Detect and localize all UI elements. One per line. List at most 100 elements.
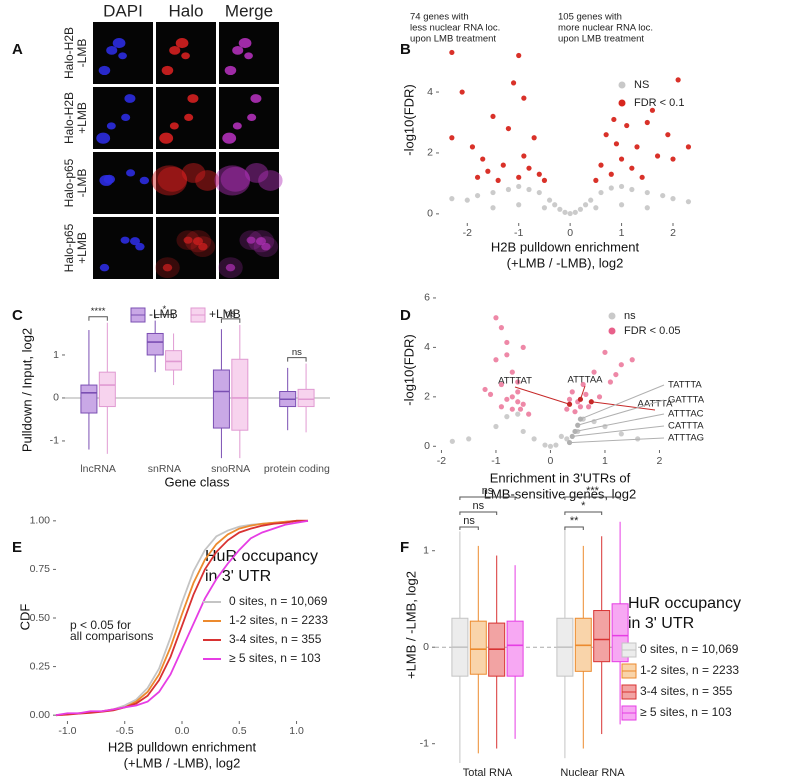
point [480,156,486,162]
nucleus [99,263,110,272]
bracket [564,511,603,515]
legend-title: HuR occupancy [628,595,741,612]
point [618,156,625,162]
nucleus [135,242,145,251]
x-tick-label: 0 [567,227,573,239]
x-tick-label: 2 [670,227,676,239]
cell-body [181,162,206,183]
point [493,423,499,430]
y-tick-label: -1 [50,435,59,447]
point [490,205,496,211]
point [618,183,625,190]
x-tick-label: 0 [548,455,554,467]
nucleus [232,122,242,130]
point [629,165,635,171]
significance: ns [463,515,475,527]
significance: ** [570,515,579,527]
significance: *** [586,485,600,497]
point [516,52,522,59]
nucleus [232,45,244,55]
point [505,125,512,132]
x-tick-label: snoRNA [211,463,250,475]
panel-label: F [400,539,409,556]
point [504,339,510,346]
point [526,186,532,193]
labeled-point [575,422,581,428]
y-tick-label: 0 [424,440,430,452]
y-tick-label: 2 [424,391,430,403]
point [521,153,527,159]
nucleus [126,169,136,177]
point [509,394,515,400]
point [498,404,505,410]
y-tick-label: 4 [427,86,433,98]
point [474,174,481,180]
point [498,325,505,331]
legend-marker [608,312,616,320]
point [582,202,589,208]
x-axis-title: H2B pulldown enrichment [108,739,257,754]
point [588,197,594,203]
point [520,344,526,350]
point [449,49,455,56]
x-tick-label: protein coding [264,463,330,475]
panel-label: B [400,41,411,58]
legend-marker [618,99,626,107]
y-tick-label: 0.75 [30,563,51,575]
point [564,406,570,412]
point [449,135,455,141]
x-tick-label: lncRNA [80,463,116,475]
point [577,404,584,410]
nucleus [162,263,173,272]
legend-marker [608,327,616,335]
point [618,202,625,208]
point [531,436,537,442]
nucleus [139,176,150,185]
point [598,189,604,196]
point [459,89,465,95]
nucleus [121,113,131,122]
legend-label: FDR < 0.05 [624,325,681,337]
row-label: -LMB [75,39,89,68]
point [685,199,692,205]
annotation: less nuclear RNA loc. [410,23,500,34]
nucleus [183,236,193,244]
nucleus [225,263,236,272]
y-tick-label: 0.50 [30,612,51,624]
point [613,371,619,378]
point [608,185,614,191]
label-connector [514,386,570,405]
legend-marker [618,81,626,89]
x-tick-label: Total RNA [463,767,513,779]
point [509,369,515,375]
point [586,404,592,410]
label-connector [591,401,656,411]
point [596,394,603,400]
column-header: DAPI [103,1,143,20]
column-header: Merge [225,1,273,20]
y-tick-label: 1.00 [30,515,51,527]
point [634,144,640,150]
point [520,428,526,435]
nucleus [120,236,130,244]
point [624,122,630,129]
point [515,399,521,405]
x-axis-title: Gene class [164,474,230,489]
legend-label: 3-4 sites, n = 355 [640,684,733,698]
nucleus [106,45,118,55]
point [515,389,521,395]
annotation: upon LMB treatment [410,34,496,45]
point [611,116,617,123]
x-tick-label: 1 [619,227,625,239]
point [531,135,537,141]
y-axis-title: +LMB / -LMB, log2 [403,571,418,679]
x-tick-label: 2 [657,455,663,467]
row-label: Halo-p65 [62,223,76,272]
point [495,177,501,183]
point [639,174,645,180]
point [510,80,517,86]
nucleus [238,38,252,49]
cell-body [220,166,251,192]
column-header: Halo [169,1,204,20]
